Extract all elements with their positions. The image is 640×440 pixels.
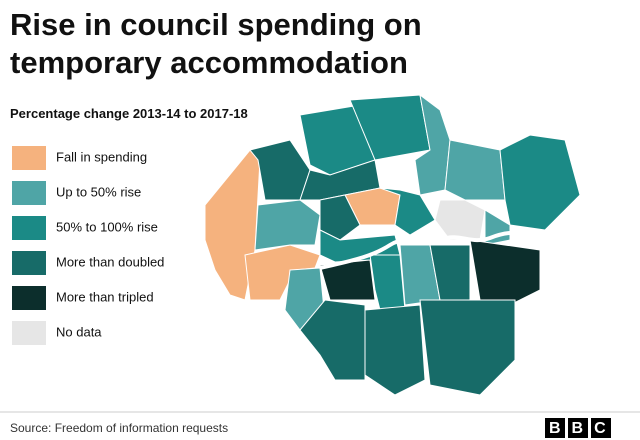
legend-swatch — [12, 216, 46, 240]
logo: BBC — [549, 420, 617, 437]
logo-box — [591, 418, 611, 438]
logo-box — [568, 418, 588, 438]
legend-swatch — [12, 286, 46, 310]
legend-label: Up to 50% rise — [56, 184, 141, 199]
borough — [469, 239, 541, 306]
legend-label: 50% to 100% rise — [56, 219, 158, 234]
logo-box — [545, 418, 565, 438]
borough — [319, 194, 361, 241]
borough — [379, 187, 436, 236]
legend-label: Fall in spending — [56, 149, 147, 164]
borough — [434, 199, 486, 241]
borough — [254, 199, 321, 251]
legend-swatch — [12, 181, 46, 205]
subtitle: Percentage change 2013-14 to 2017-18 — [10, 106, 248, 121]
legend: Fall in spending Up to 50% rise 50% to 100… — [12, 146, 164, 345]
borough — [444, 139, 506, 201]
borough — [364, 304, 426, 396]
legend-label: More than doubled — [56, 254, 164, 269]
river — [319, 230, 537, 270]
borough — [419, 299, 516, 396]
legend-label: More than tripled — [56, 289, 154, 304]
source: Source: Freedom of information requests — [10, 421, 228, 435]
legend-label: No data — [56, 324, 102, 339]
borough — [499, 134, 581, 231]
legend-swatch — [12, 146, 46, 170]
legend-swatch — [12, 321, 46, 345]
borough — [299, 299, 366, 381]
boroughs — [204, 93, 581, 396]
title: Rise in council spending on temporary ac… — [10, 7, 422, 80]
borough — [369, 254, 406, 311]
borough — [414, 93, 451, 196]
legend-swatch — [12, 251, 46, 275]
